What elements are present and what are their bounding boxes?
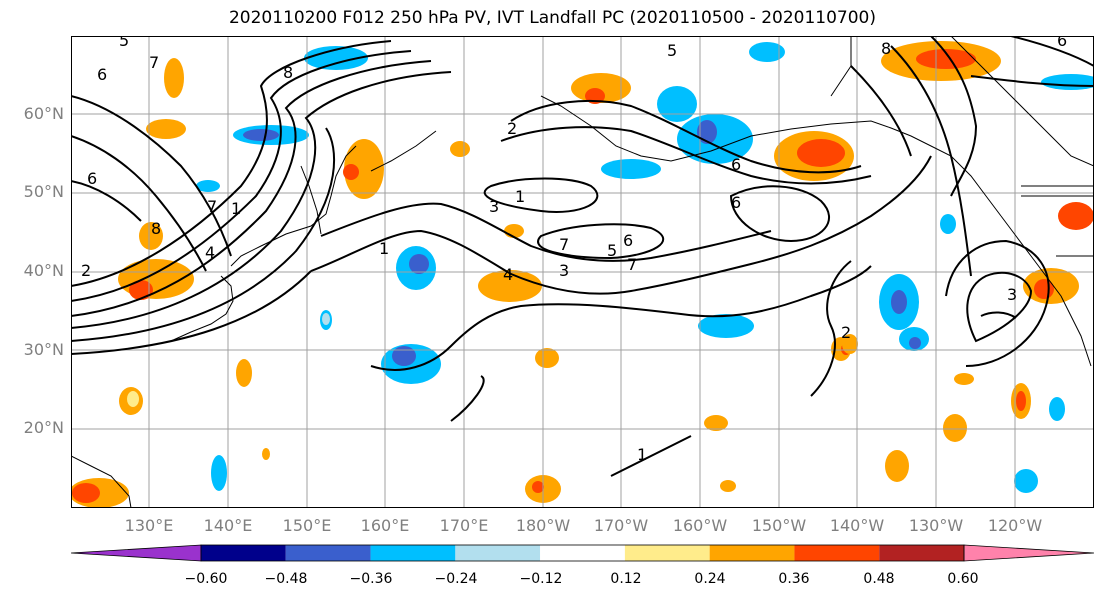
colorbar-segment (624, 545, 710, 561)
lon-label-130e: 130°E (124, 516, 174, 535)
lat-label-60n: 60°N (23, 104, 64, 123)
contour-label: 1 (637, 445, 647, 464)
contour-label: 4 (205, 243, 215, 262)
colorbar-tick-label: 0.48 (863, 571, 895, 587)
colorbar (71, 544, 1094, 562)
lat-label-40n: 40°N (23, 261, 64, 280)
colorbar-segment (370, 545, 456, 561)
contour-label: 5 (667, 41, 677, 60)
map-frame (71, 36, 1094, 508)
colorbar-segment (794, 545, 880, 561)
contour-label: 5 (607, 241, 617, 260)
lon-label-150w: 150°W (751, 516, 807, 535)
contour-label: 7 (149, 53, 159, 72)
colorbar-tick-label: 0.60 (947, 571, 979, 587)
contour-label: 8 (283, 63, 293, 82)
map-panel: 5 6 7 8 6 7 1 8 4 2 3 1 7 6 5 4 3 2 6 5 … (71, 36, 1094, 508)
lon-label-170w: 170°W (593, 516, 649, 535)
contour-label: 4 (503, 265, 513, 284)
contour-label: 8 (151, 219, 161, 238)
pv-anomaly-shading (71, 41, 1094, 508)
contour-label: 3 (489, 197, 499, 216)
lat-label-50n: 50°N (23, 182, 64, 201)
contour-label: 1 (379, 239, 389, 258)
lon-label-150e: 150°E (282, 516, 332, 535)
contour-labels: 5 6 7 8 6 7 1 8 4 2 3 1 7 6 5 4 3 2 6 5 … (81, 36, 1067, 464)
lon-label-120w: 120°W (987, 516, 1043, 535)
lat-label-30n: 30°N (23, 340, 64, 359)
contour-label: 7 (627, 255, 637, 274)
lon-label-180w: 180°W (515, 516, 571, 535)
colorbar-segment (540, 545, 625, 561)
lon-label-130w: 130°W (908, 516, 964, 535)
lon-label-160e: 160°E (360, 516, 410, 535)
lon-label-170e: 170°E (439, 516, 489, 535)
contour-label: 6 (97, 65, 107, 84)
colorbar-tick-label: 0.36 (778, 571, 810, 587)
contour-label: 3 (1007, 285, 1017, 304)
colorbar-tick-label: −0.36 (349, 571, 393, 587)
lon-label-140e: 140°E (203, 516, 253, 535)
lon-label-140w: 140°W (829, 516, 885, 535)
contour-label: 8 (881, 39, 891, 58)
contour-label: 1 (515, 187, 525, 206)
contour-label: 6 (87, 169, 97, 188)
colorbar-segment (285, 545, 371, 561)
contour-label: 6 (623, 231, 633, 250)
contour-label: 6 (731, 193, 741, 212)
lon-label-160w: 160°W (672, 516, 728, 535)
contour-label: 6 (1057, 36, 1067, 50)
chart-title: 2020110200 F012 250 hPa PV, IVT Landfall… (228, 8, 876, 28)
colorbar-tick-label: 0.12 (610, 571, 642, 587)
contour-label: 2 (81, 261, 91, 280)
colorbar-tick-label: −0.12 (519, 571, 563, 587)
pv-contours (71, 36, 1094, 477)
colorbar-segment (201, 545, 286, 561)
contour-label: 3 (559, 261, 569, 280)
lat-label-20n: 20°N (23, 418, 64, 437)
colorbar-tick-label: −0.48 (264, 571, 308, 587)
contour-label: 7 (207, 197, 217, 216)
contour-label: 7 (559, 235, 569, 254)
colorbar-tick-label: −0.60 (184, 571, 228, 587)
colorbar-tick-label: 0.24 (694, 571, 726, 587)
colorbar-segment (709, 545, 795, 561)
contour-label: 2 (841, 323, 851, 342)
colorbar-frame (200, 544, 965, 562)
colorbar-segment (71, 544, 202, 562)
contour-label: 6 (731, 155, 741, 174)
colorbar-tick-label: −0.24 (434, 571, 478, 587)
contour-label: 1 (231, 199, 241, 218)
contour-label: 2 (507, 119, 517, 138)
colorbar-segment (455, 545, 541, 561)
colorbar-segment (963, 544, 1094, 562)
colorbar-segment (879, 545, 964, 561)
contour-label: 5 (119, 36, 129, 50)
gridlines (71, 36, 1094, 508)
